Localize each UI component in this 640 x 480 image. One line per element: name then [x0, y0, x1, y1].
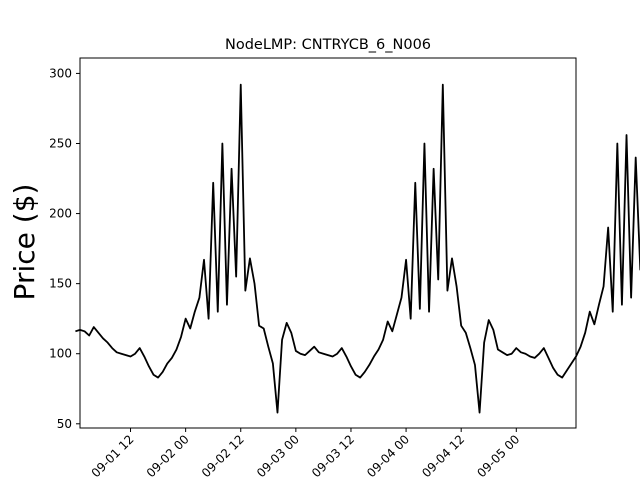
plot-frame — [79, 57, 577, 429]
y-axis-label: Price ($) — [8, 184, 41, 301]
price-series-line — [75, 83, 640, 414]
y-tick-label: 100 — [49, 347, 72, 361]
y-tick-label: 50 — [57, 417, 72, 431]
y-tick-label: 200 — [49, 207, 72, 221]
y-tick-label: 250 — [49, 136, 72, 150]
y-tick-label: 300 — [49, 66, 72, 80]
y-tick-label: 150 — [49, 277, 72, 291]
chart-title: NodeLMP: CNTRYCB_6_N006 — [225, 37, 431, 53]
